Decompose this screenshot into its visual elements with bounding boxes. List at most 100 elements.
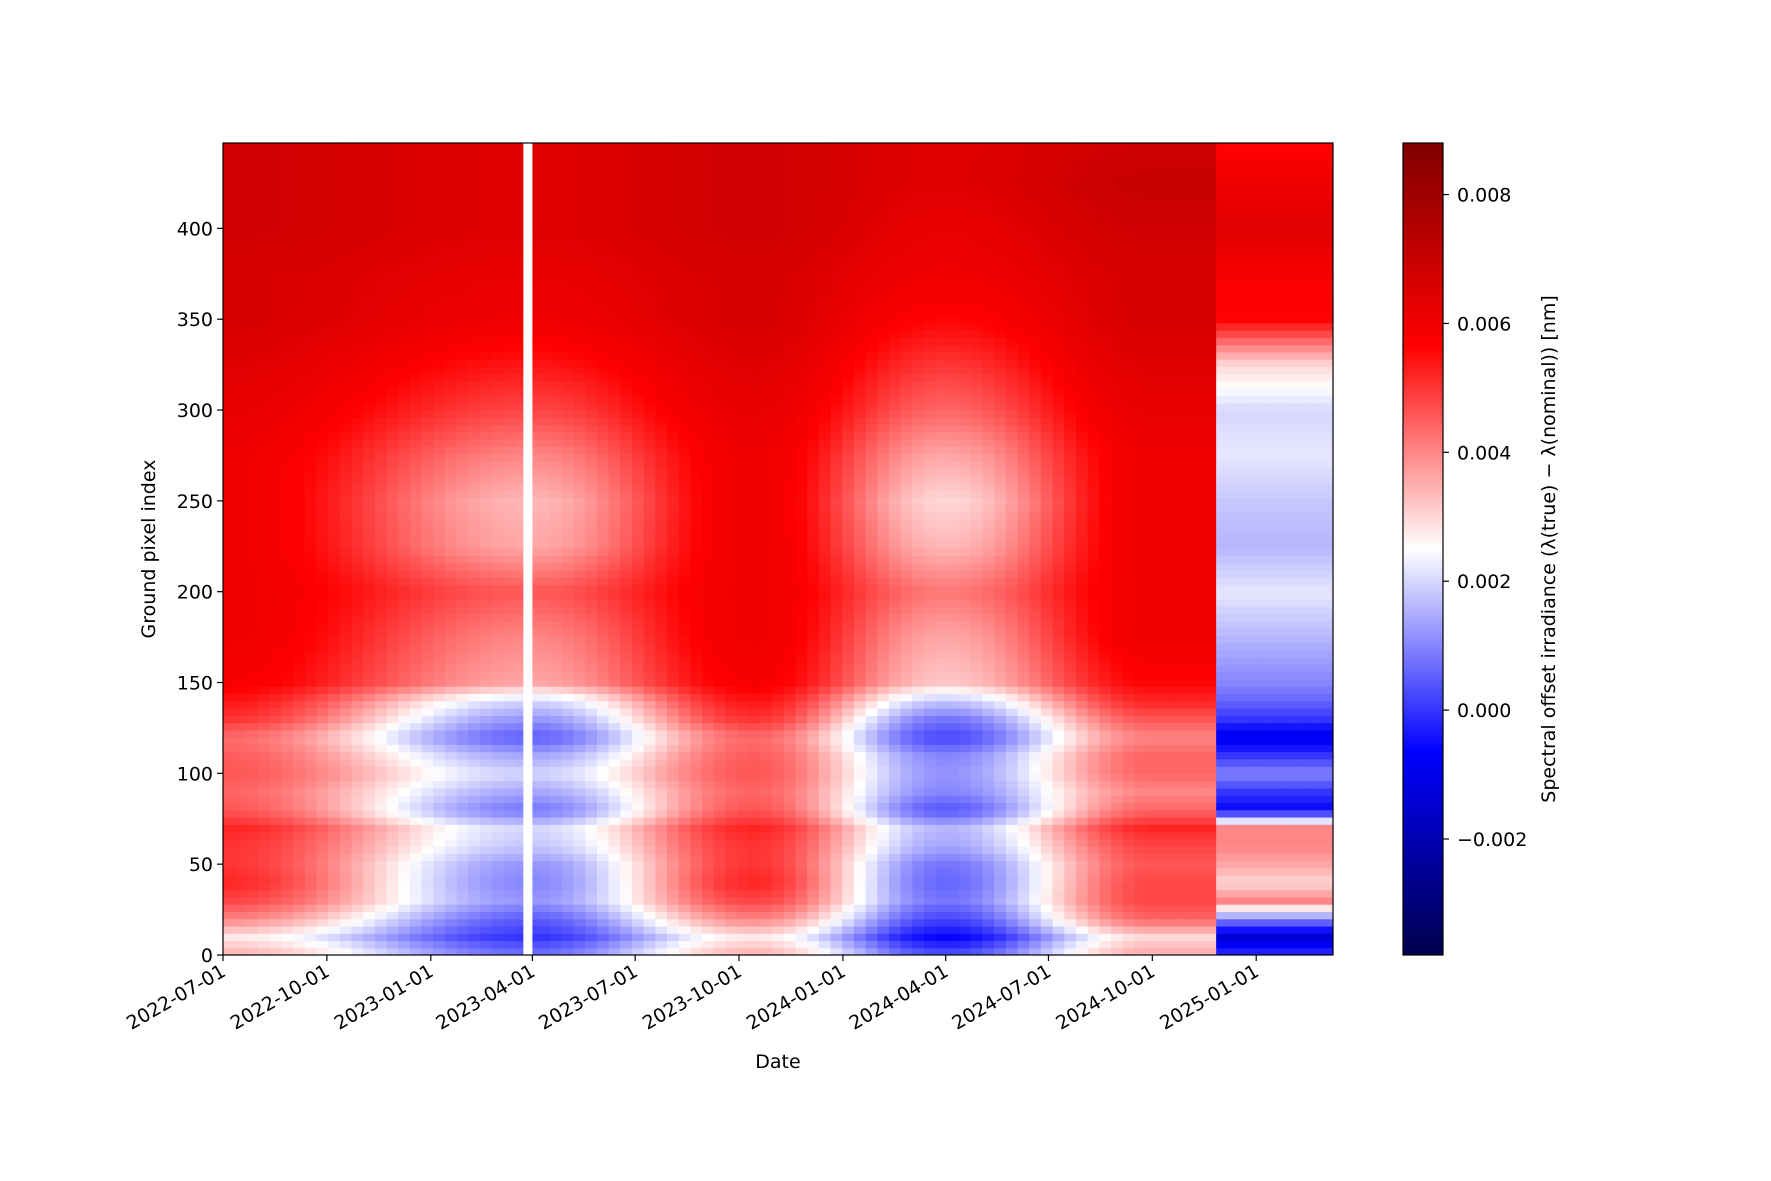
- heatmap-cell: [690, 228, 703, 237]
- heatmap-cell: [515, 366, 528, 375]
- heatmap-cell: [409, 678, 423, 687]
- heatmap-cell: [445, 526, 458, 535]
- heatmap-cell: [445, 540, 458, 549]
- heatmap-cell: [608, 802, 621, 811]
- heatmap-cell: [386, 250, 399, 259]
- heatmap-cell: [398, 620, 411, 629]
- heatmap-cell: [223, 221, 236, 229]
- heatmap-cell: [363, 606, 376, 615]
- heatmap-cell: [223, 330, 236, 338]
- heatmap-cell: [328, 700, 341, 709]
- heatmap-cell: [561, 693, 575, 702]
- heatmap-cell: [503, 744, 516, 753]
- heatmap-cell: [515, 686, 528, 695]
- heatmap-cell: [281, 344, 294, 353]
- heatmap-cell: [491, 635, 505, 644]
- heatmap-cell: [445, 620, 458, 629]
- heatmap-cell: [421, 911, 434, 920]
- heatmap-cell: [667, 446, 680, 455]
- heatmap-cell: [713, 758, 727, 767]
- heatmap-cell: [655, 795, 668, 804]
- heatmap-cell: [573, 366, 586, 375]
- heatmap-cell: [491, 148, 505, 157]
- heatmap-cell: [690, 889, 703, 898]
- heatmap-cell: [468, 867, 481, 876]
- heatmap-cell: [631, 264, 645, 273]
- heatmap-cell: [281, 242, 294, 251]
- heatmap-cell: [234, 569, 247, 578]
- heatmap-cell: [433, 780, 446, 789]
- heatmap-cell: [456, 315, 469, 324]
- heatmap-cell: [515, 526, 528, 535]
- heatmap-cell: [702, 693, 715, 702]
- heatmap-cell: [351, 744, 364, 753]
- heatmap-cell: [456, 380, 469, 389]
- heatmap-cell: [561, 787, 575, 796]
- heatmap-cell: [328, 642, 341, 651]
- heatmap-cell: [515, 831, 528, 840]
- heatmap-cell: [503, 264, 516, 273]
- heatmap-cell: [678, 824, 691, 833]
- heatmap-cell: [655, 293, 668, 302]
- heatmap-cell: [281, 555, 294, 564]
- heatmap-cell: [643, 453, 656, 462]
- heatmap-cell: [608, 867, 621, 876]
- heatmap-cell: [690, 271, 703, 280]
- heatmap-cell: [433, 758, 446, 767]
- heatmap-cell: [737, 497, 750, 506]
- heatmap-cell: [456, 889, 469, 898]
- heatmap-cell: [316, 497, 329, 506]
- heatmap-cell: [421, 744, 434, 753]
- heatmap-cell: [690, 264, 703, 273]
- heatmap-cell: [456, 911, 469, 920]
- heatmap-cell: [713, 330, 727, 338]
- heatmap-cell: [667, 192, 680, 200]
- heatmap-cell: [608, 678, 621, 687]
- heatmap-cell: [316, 431, 329, 440]
- heatmap-cell: [363, 148, 376, 157]
- heatmap-cell: [363, 722, 376, 731]
- heatmap-cell: [445, 875, 458, 883]
- heatmap-cell: [561, 359, 575, 368]
- heatmap-cell: [386, 584, 399, 593]
- heatmap-cell: [737, 715, 750, 724]
- heatmap-cell: [421, 388, 434, 397]
- heatmap-cell: [468, 773, 481, 782]
- heatmap-cell: [293, 838, 306, 847]
- heatmap-cell: [421, 700, 434, 709]
- heatmap-cell: [386, 816, 399, 825]
- heatmap-cell: [246, 860, 259, 869]
- heatmap-cell: [561, 860, 575, 869]
- heatmap-cell: [596, 192, 610, 200]
- heatmap-cell: [573, 635, 586, 644]
- heatmap-cell: [713, 722, 727, 731]
- heatmap-cell: [258, 846, 271, 854]
- heatmap-cell: [339, 555, 353, 564]
- heatmap-cell: [491, 555, 505, 564]
- heatmap-cell: [643, 330, 656, 338]
- heatmap-cell: [550, 351, 563, 360]
- heatmap-cell: [433, 707, 446, 716]
- heatmap-cell: [409, 148, 423, 157]
- heatmap-cell: [725, 896, 738, 905]
- heatmap-cell: [456, 446, 469, 455]
- heatmap-cell: [503, 540, 516, 549]
- heatmap-cell: [667, 737, 680, 745]
- heatmap-cell: [398, 497, 411, 506]
- heatmap-cell: [386, 373, 399, 382]
- heatmap-cell: [515, 395, 528, 404]
- heatmap-cell: [550, 388, 563, 397]
- heatmap-cell: [223, 809, 236, 818]
- heatmap-cell: [585, 366, 598, 375]
- heatmap-cell: [234, 889, 247, 898]
- heatmap-cell: [667, 853, 680, 862]
- heatmap-cell: [223, 918, 236, 927]
- heatmap-cell: [573, 838, 586, 847]
- heatmap-cell: [561, 199, 575, 208]
- heatmap-cell: [655, 737, 668, 745]
- heatmap-cell: [281, 678, 294, 687]
- heatmap-cell: [643, 540, 656, 549]
- heatmap-cell: [351, 831, 364, 840]
- heatmap-cell: [620, 519, 633, 527]
- heatmap-cell: [573, 271, 586, 280]
